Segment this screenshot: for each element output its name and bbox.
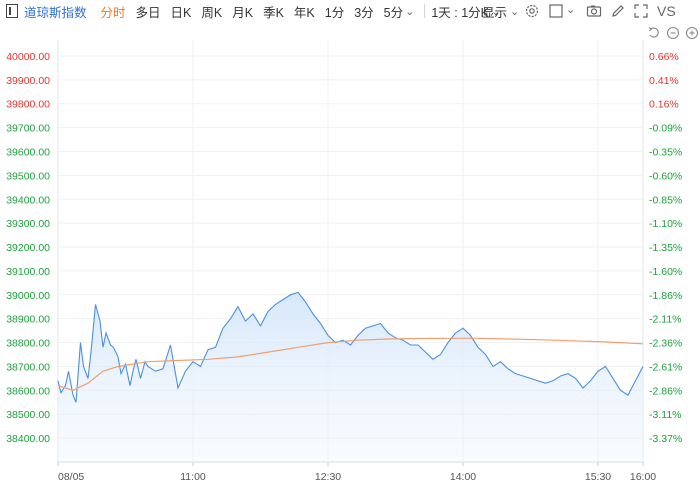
toolbar-left: 道琼斯指数 分时 多日 日K 周K 月K 季K 年K 1分 3分 5分 1天 :… — [0, 0, 510, 22]
x-tick-label: 16:00 — [630, 471, 656, 483]
x-tick-label: 15:30 — [585, 471, 611, 483]
timeframe-tab[interactable]: 1分 — [324, 5, 345, 20]
pct-tick-label: -2.86% — [649, 385, 682, 397]
y-tick-label: 39800.00 — [6, 99, 50, 111]
pct-tick-label: -2.36% — [649, 338, 682, 350]
camera-icon[interactable] — [586, 3, 602, 19]
interval-dropdown[interactable]: 1天 : 1分K — [431, 2, 500, 21]
timeframe-tab[interactable]: 3分 — [354, 5, 374, 20]
timeframe-tab[interactable]: 年K — [293, 5, 315, 20]
pct-tick-label: 0.16% — [649, 99, 679, 111]
chevron-down-icon[interactable]: ⌄ — [566, 3, 576, 16]
pct-tick-label: -1.35% — [649, 242, 682, 254]
y-tick-label: 39600.00 — [6, 146, 50, 158]
pct-tick-label: -0.60% — [649, 170, 682, 182]
pct-tick-label: -1.10% — [649, 218, 682, 230]
pct-tick-label: -0.09% — [649, 123, 682, 135]
x-tick-label: 11:00 — [180, 471, 206, 483]
compare-button[interactable]: VS — [657, 3, 676, 19]
price-area — [58, 292, 643, 462]
timeframe-tab[interactable]: 季K — [263, 5, 284, 20]
undo-icon[interactable] — [647, 26, 661, 40]
y-tick-label: 39200.00 — [6, 242, 50, 254]
y-tick-label: 39700.00 — [6, 123, 50, 135]
timeframe-tab[interactable]: 日K — [170, 5, 192, 20]
pct-tick-label: -3.11% — [649, 409, 682, 421]
y-tick-label: 38600.00 — [6, 385, 50, 397]
pct-tick-label: -3.37% — [649, 433, 682, 445]
y-tick-label: 39000.00 — [6, 290, 50, 302]
checkbox-icon[interactable] — [548, 3, 564, 19]
display-dropdown[interactable]: 显示 — [482, 2, 519, 21]
pct-tick-label: -0.35% — [649, 146, 682, 158]
y-tick-label: 40000.00 — [6, 51, 50, 63]
toolbar-divider — [424, 4, 426, 18]
timeframe-tab[interactable]: 5分 — [384, 2, 415, 21]
x-tick-label: 14:00 — [450, 471, 476, 483]
average-line — [57, 337, 644, 391]
y-tick-label: 38500.00 — [6, 409, 50, 421]
pct-tick-label: -0.85% — [649, 194, 682, 206]
toolbar-right: 显示 — [482, 0, 519, 22]
fullscreen-icon[interactable] — [633, 3, 649, 19]
y-tick-label: 39400.00 — [6, 194, 50, 206]
pencil-icon[interactable] — [610, 3, 626, 19]
pct-tick-label: -2.61% — [649, 361, 682, 373]
timeframe-tab[interactable]: 月K — [232, 5, 254, 20]
y-tick-label: 38800.00 — [6, 338, 50, 350]
y-tick-label: 39500.00 — [6, 170, 50, 182]
zoom-controls — [647, 26, 699, 40]
y-tick-label: 38400.00 — [6, 433, 50, 445]
zoom-in-icon[interactable] — [685, 26, 699, 40]
zoom-out-icon[interactable] — [666, 26, 680, 40]
price-line — [57, 291, 644, 403]
y-tick-label: 38700.00 — [6, 361, 50, 373]
y-tick-label: 38900.00 — [6, 314, 50, 326]
x-tick-label: 08/05 — [58, 471, 84, 483]
timeframe-tab[interactable]: 分时 — [100, 5, 126, 20]
chart-toolbar: 道琼斯指数 分时 多日 日K 周K 月K 季K 年K 1分 3分 5分 1天 :… — [0, 0, 700, 22]
y-tick-label: 39900.00 — [6, 75, 50, 87]
pct-tick-label: 0.41% — [649, 75, 679, 87]
symbol-name[interactable]: 道琼斯指数 — [24, 5, 87, 20]
pct-tick-label: -1.60% — [649, 266, 682, 278]
settings-icon[interactable] — [524, 3, 540, 19]
x-tick-label: 12:30 — [315, 471, 341, 483]
y-tick-label: 39300.00 — [6, 218, 50, 230]
y-tick-label: 39100.00 — [6, 266, 50, 278]
symbol-list-icon[interactable] — [6, 4, 18, 18]
pct-tick-label: -2.11% — [649, 314, 682, 326]
pct-tick-label: 0.66% — [649, 51, 679, 63]
pct-tick-label: -1.86% — [649, 290, 682, 302]
timeframe-tab[interactable]: 周K — [201, 5, 223, 20]
timeframe-tab[interactable]: 多日 — [135, 5, 161, 20]
